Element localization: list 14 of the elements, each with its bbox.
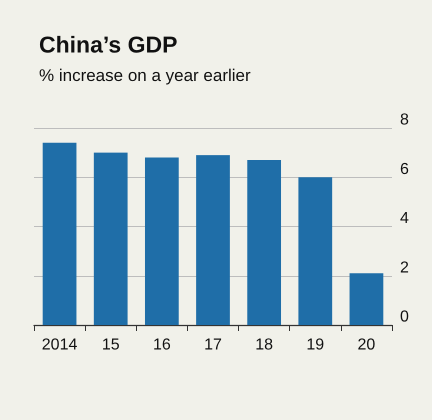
chart-title: China’s GDP (39, 32, 178, 58)
x-tick-label: 2014 (42, 336, 78, 354)
y-tick-label: 2 (400, 259, 409, 276)
chart-subtitle: % increase on a year earlier (39, 66, 251, 85)
y-tick-label: 6 (400, 160, 409, 178)
x-tick-label: 16 (152, 336, 171, 354)
x-tick-label: 17 (204, 336, 222, 354)
y-tick-label: 4 (400, 210, 409, 227)
x-tick-label: 18 (255, 336, 274, 354)
x-tick-label: 15 (102, 336, 120, 354)
x-tick-label: 20 (358, 336, 376, 354)
x-tick-label: 19 (306, 336, 324, 354)
y-tick-label: 0 (400, 308, 409, 326)
y-tick-label: 8 (400, 112, 409, 128)
